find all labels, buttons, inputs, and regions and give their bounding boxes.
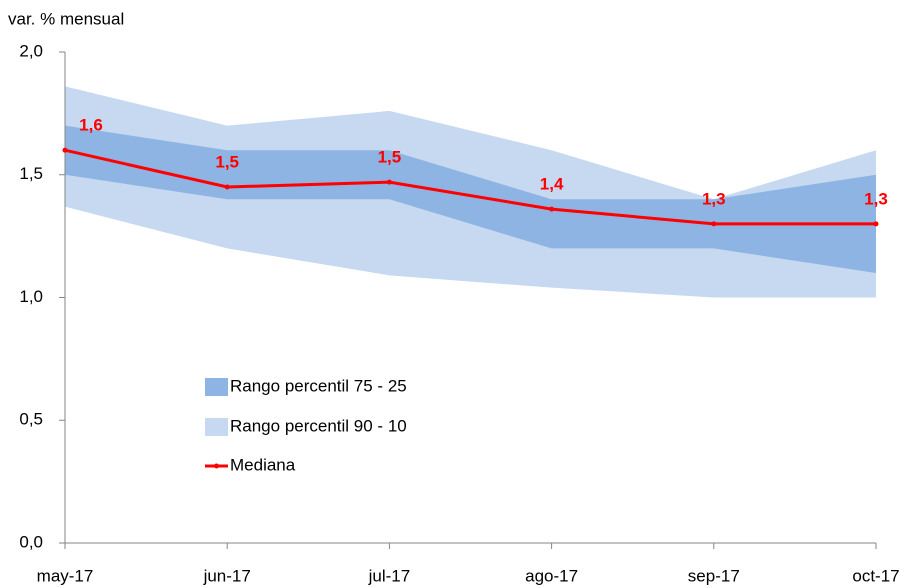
y-tick-label: 0,0: [19, 532, 43, 551]
data-label: 1,4: [540, 175, 564, 194]
legend-label: Rango percentil 75 - 25: [230, 376, 407, 395]
legend-label: Mediana: [230, 455, 296, 474]
legend-swatch: [205, 378, 228, 396]
x-tick-label: may-17: [37, 566, 94, 585]
median-point: [711, 221, 717, 227]
median-line: [64, 148, 876, 226]
data-label: 1,3: [864, 189, 888, 208]
y-tick-label: 1,0: [19, 287, 43, 306]
data-label: 1,5: [378, 148, 402, 167]
median-point: [386, 179, 392, 185]
legend-swatch: [205, 418, 228, 436]
x-tick-label: oct-17: [852, 566, 899, 585]
y-tick-label: 2,0: [19, 41, 43, 60]
y-axis-label: var. % mensual: [8, 9, 124, 28]
y-tick-label: 1,5: [19, 164, 43, 183]
median-point: [224, 184, 230, 190]
x-tick-label: ago-17: [525, 566, 578, 585]
legend-point: [214, 463, 219, 469]
data-label: 1,3: [702, 189, 726, 208]
data-label: 1,6: [79, 116, 103, 135]
y-tick-label: 0,5: [19, 410, 43, 429]
data-label: 1,5: [215, 153, 239, 172]
x-tick-label: jul-17: [368, 566, 411, 585]
band: [65, 125, 876, 273]
median-point: [549, 206, 555, 212]
x-tick-label: jun-17: [203, 566, 251, 585]
median-point: [873, 221, 879, 227]
x-tick-label: sep-17: [688, 566, 740, 585]
legend-label: Rango percentil 90 - 10: [230, 416, 407, 435]
median-point: [62, 147, 68, 153]
